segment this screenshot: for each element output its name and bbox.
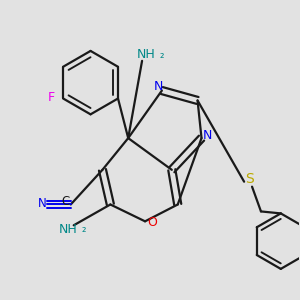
- Text: ₂: ₂: [81, 224, 86, 234]
- Text: NH: NH: [58, 223, 77, 236]
- Text: N: N: [154, 80, 164, 93]
- Text: F: F: [48, 91, 55, 104]
- Text: C: C: [62, 195, 70, 208]
- Text: N: N: [38, 197, 46, 210]
- Text: O: O: [147, 216, 157, 229]
- Text: N: N: [203, 129, 212, 142]
- Text: S: S: [245, 172, 254, 186]
- Text: ₂: ₂: [160, 50, 164, 60]
- Text: NH: NH: [137, 48, 155, 62]
